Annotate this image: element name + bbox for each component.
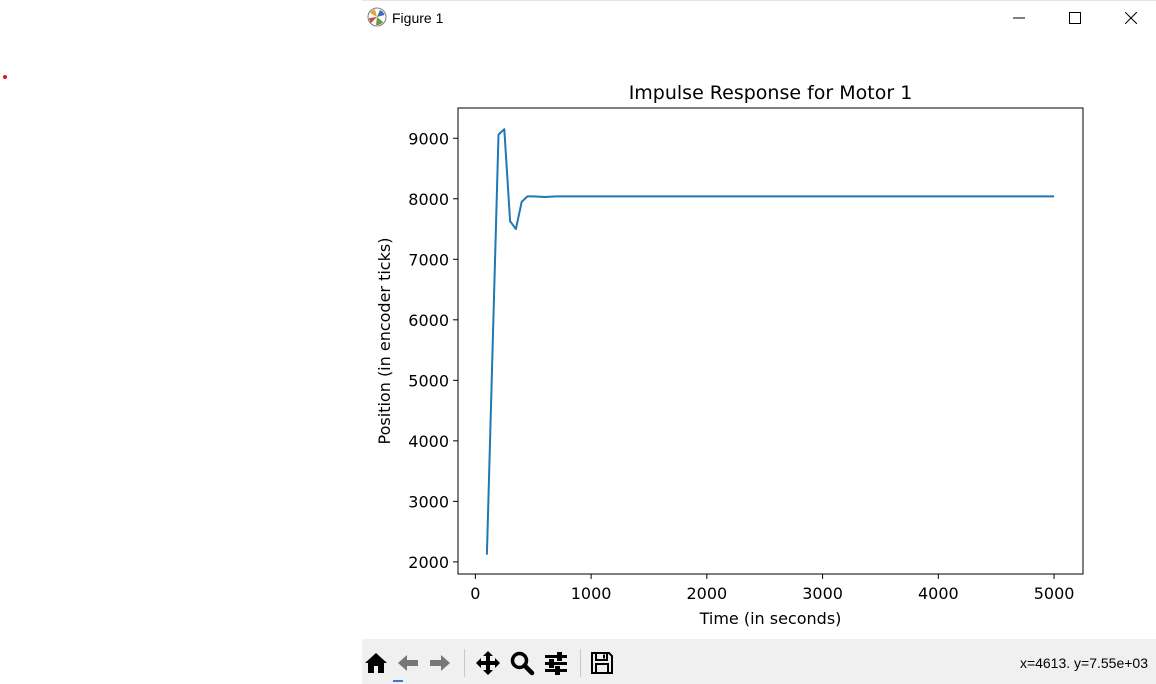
save-icon (591, 652, 613, 674)
y-tick-label: 5000 (408, 371, 449, 390)
zoom-icon (510, 651, 535, 676)
y-tick-label: 6000 (408, 311, 449, 330)
configure-subplots-icon (545, 652, 567, 675)
chart-title: Impulse Response for Motor 1 (629, 82, 913, 104)
configure-subplots-button[interactable] (542, 649, 570, 677)
forward-button[interactable] (426, 649, 454, 677)
minimize-icon (1013, 17, 1025, 19)
x-tick-label: 5000 (1034, 584, 1075, 603)
close-button[interactable] (1108, 1, 1154, 35)
home-icon (365, 653, 387, 673)
pan-button[interactable] (474, 649, 502, 677)
x-axis-label: Time (in seconds) (699, 609, 842, 628)
y-tick-label: 8000 (408, 190, 449, 209)
toolbar-separator (580, 649, 581, 677)
matplotlib-app-icon (367, 7, 387, 27)
save-button[interactable] (588, 649, 616, 677)
window-title: Figure 1 (392, 10, 444, 26)
cursor-coordinates: x=4613. y=7.55e+03 (1019, 655, 1148, 671)
y-tick-label: 3000 (408, 492, 449, 511)
y-tick-label: 2000 (408, 553, 449, 572)
back-icon (398, 655, 418, 671)
x-tick-label: 0 (470, 584, 480, 603)
maximize-icon (1069, 12, 1081, 24)
x-tick-label: 4000 (918, 584, 959, 603)
taskbar-indicator (393, 680, 403, 682)
axes-frame (457, 107, 1084, 575)
maximize-button[interactable] (1052, 1, 1098, 35)
x-tick-label: 2000 (686, 584, 727, 603)
zoom-button[interactable] (508, 649, 536, 677)
close-icon (1125, 12, 1137, 24)
x-tick-label: 3000 (802, 584, 843, 603)
red-dot-marker (3, 75, 7, 79)
series-line (485, 128, 1055, 555)
forward-icon (430, 655, 450, 671)
y-axis-label: Position (in encoder ticks) (375, 238, 394, 445)
pan-icon (476, 651, 500, 675)
line-chart: 0 1000 2000 3000 4000 5000 2000 3000 4000 5000 600… (375, 82, 1084, 628)
figure-canvas[interactable]: 0 1000 2000 3000 4000 5000 2000 3000 4000 5000 600… (362, 35, 1156, 639)
y-tick-label: 4000 (408, 432, 449, 451)
y-tick-label: 9000 (408, 129, 449, 148)
navigation-toolbar: x=4613. y=7.55e+03 (362, 639, 1156, 684)
back-button[interactable] (394, 649, 422, 677)
x-tick-label: 1000 (571, 584, 612, 603)
home-button[interactable] (362, 649, 390, 677)
y-tick-label: 7000 (408, 250, 449, 269)
title-bar: Figure 1 (362, 1, 1156, 35)
minimize-button[interactable] (996, 1, 1042, 35)
toolbar-separator (464, 649, 465, 677)
figure-window: Figure 1 0 1000 2000 3000 4000 5000 2000 3000 40… (362, 0, 1156, 684)
